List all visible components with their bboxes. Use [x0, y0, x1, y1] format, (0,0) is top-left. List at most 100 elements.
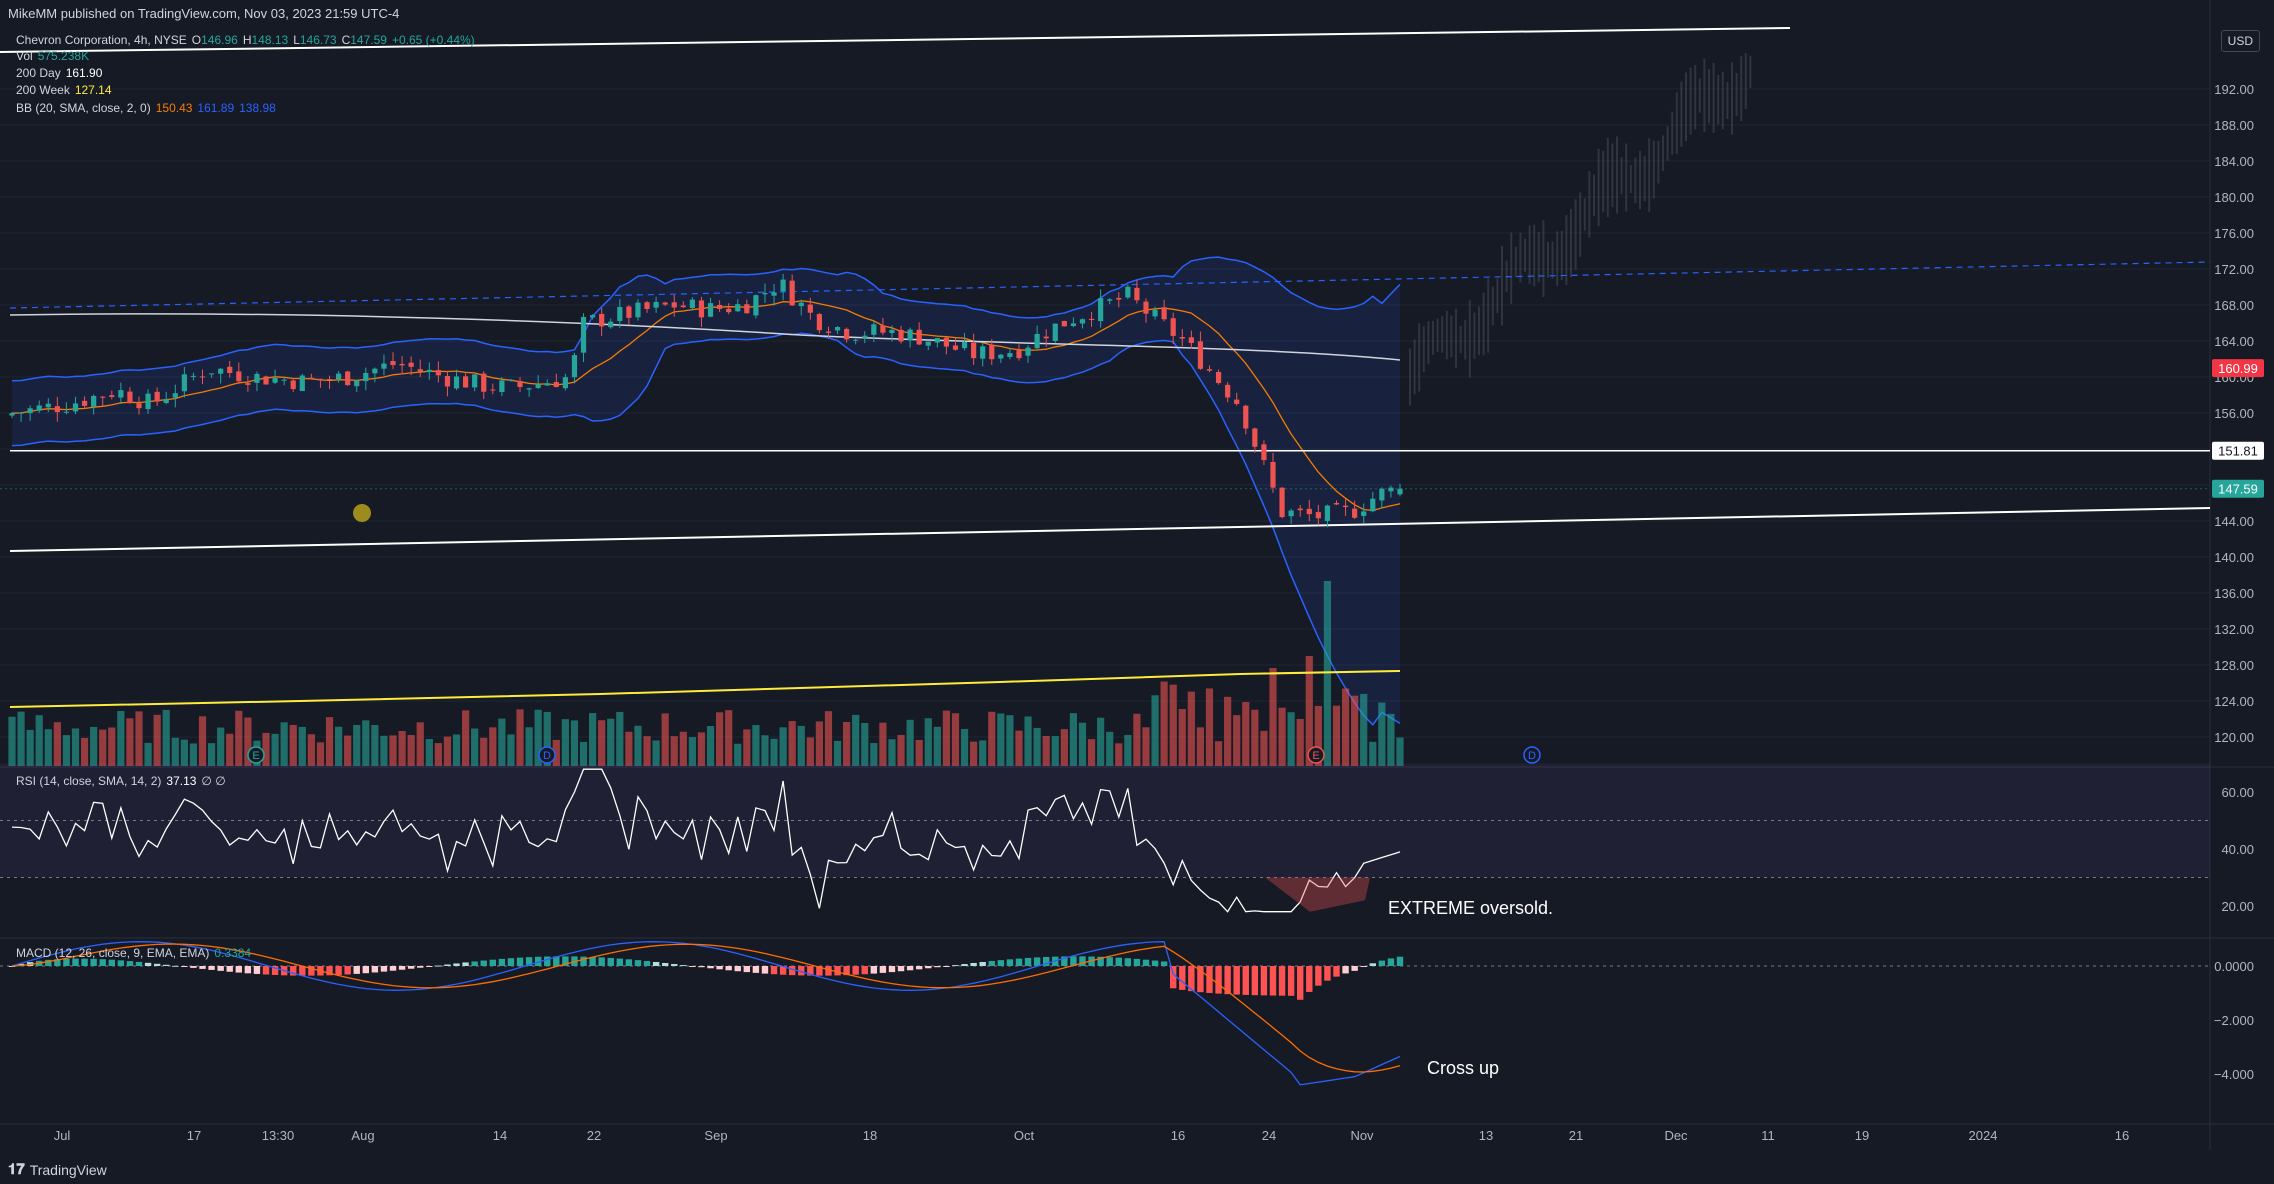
- macd-histogram-bar: [426, 966, 433, 967]
- candle-body: [599, 313, 605, 327]
- macd-histogram-bar: [1278, 966, 1286, 996]
- volume-bar: [960, 728, 969, 766]
- volume-bar: [589, 713, 597, 766]
- ma200-day-line: [9, 313, 1401, 361]
- symbol-title[interactable]: Chevron Corporation, 4h, NYSE: [16, 33, 187, 47]
- volume-bar: [924, 718, 932, 766]
- macd-histogram-bar: [925, 966, 932, 969]
- volume-bar: [344, 735, 352, 766]
- volume-bar: [843, 722, 851, 766]
- volume-bar: [643, 736, 651, 766]
- macd-histogram-bar: [1115, 957, 1122, 966]
- candle-body: [1170, 318, 1176, 336]
- time-axis: Jul 17 13:30 Aug 14 22 Sep 18 Oct 16 24 Nov 13 21 Dec 1…: [54, 1128, 2130, 1143]
- volume-bar: [661, 713, 669, 766]
- candle-body: [998, 354, 1004, 359]
- price-tick-label: 144.00: [2214, 514, 2254, 529]
- volume-bar: [171, 737, 179, 766]
- macd-histogram-bar: [788, 966, 796, 976]
- macd-histogram-bar: [1061, 956, 1068, 966]
- macd-histogram-bar: [126, 961, 134, 966]
- candle-body: [136, 403, 142, 409]
- candle-body: [81, 400, 88, 406]
- candle-body: [308, 377, 314, 379]
- volume-bar: [861, 722, 869, 766]
- volume-bar: [1278, 707, 1286, 766]
- macd-histogram-bar: [770, 966, 778, 975]
- candle-body: [63, 411, 70, 413]
- currency-button[interactable]: USD: [2220, 30, 2260, 52]
- volume-bar: [833, 740, 842, 766]
- macd-histogram-bar: [952, 965, 959, 967]
- volume-bar: [389, 735, 397, 766]
- macd-histogram-bar: [1033, 957, 1041, 966]
- candle-body: [1324, 505, 1331, 521]
- candle-body: [1215, 371, 1222, 384]
- candle-body: [744, 304, 750, 314]
- price-tick-label: 156.00: [2214, 406, 2254, 421]
- candle-body: [1370, 498, 1376, 512]
- volume-bar: [8, 716, 16, 766]
- macd-line: [11, 941, 1401, 1086]
- macd-histogram-bar: [308, 966, 315, 976]
- candle-body: [971, 342, 977, 359]
- candle-body: [834, 327, 841, 331]
- volume-bar: [625, 731, 633, 766]
- macd-tick-label: 0.0000: [2214, 959, 2254, 974]
- price-tick-label: 140.00: [2214, 550, 2254, 565]
- candle-body: [372, 368, 378, 374]
- macd-histogram-bar: [671, 964, 678, 966]
- candle-body: [1261, 444, 1267, 461]
- volume-bar: [1178, 709, 1186, 766]
- macd-histogram-bar: [362, 966, 370, 974]
- volume-bar: [543, 711, 551, 766]
- candle-body: [762, 293, 768, 295]
- symbol-legend: Chevron Corporation, 4h, NYSE O146.96 H148…: [16, 33, 475, 47]
- macd-histogram-bar: [1378, 960, 1386, 966]
- volume-ma-line: [9, 670, 1401, 708]
- volume-bar: [434, 743, 442, 766]
- trend-lines[interactable]: [0, 27, 2211, 552]
- macd-histogram-bar: [1387, 958, 1395, 966]
- macd-histogram-bar: [779, 966, 787, 975]
- macd-histogram-bar: [480, 960, 487, 966]
- resistance-price-label-box: [2212, 441, 2264, 460]
- macd-pane: [0, 941, 2210, 1086]
- candle-body: [1315, 512, 1321, 519]
- volume-bar: [452, 734, 461, 766]
- candle-body: [472, 374, 478, 388]
- macd-histogram-bar: [1351, 966, 1358, 971]
- volume-bar: [616, 711, 624, 766]
- candle-body: [272, 378, 278, 383]
- volume-bar: [144, 742, 152, 766]
- candle-body: [735, 304, 741, 312]
- macd-histogram-bar: [1024, 957, 1032, 966]
- volume-bar: [1314, 705, 1322, 766]
- last-price-label: 147.59: [2218, 482, 2258, 497]
- macd-legend: MACD (12, 26, close, 9, EMA, EMA) 0.3384: [16, 946, 252, 960]
- macd-histogram-bar: [489, 959, 497, 966]
- time-tick-label: 24: [1262, 1128, 1276, 1143]
- macd-histogram-bar: [906, 966, 914, 971]
- volume-bar: [933, 726, 941, 766]
- candle-body: [72, 403, 79, 412]
- time-tick-label: Aug: [351, 1128, 374, 1143]
- macd-histogram-bar: [616, 958, 624, 966]
- footer-brand: 𝟏𝟕 TradingView: [8, 1161, 107, 1178]
- volume-bar: [525, 727, 533, 766]
- last-price-label-box: [2212, 479, 2264, 498]
- macd-histogram-bar: [534, 956, 542, 966]
- candle-body: [1225, 384, 1231, 398]
- macd-histogram-bar: [1224, 966, 1231, 995]
- macd-histogram-bar: [544, 956, 551, 966]
- candle-body: [726, 308, 732, 313]
- volume-bar: [1051, 736, 1059, 766]
- dividend-marker-circle: [1523, 746, 1541, 764]
- candle-body: [27, 408, 33, 414]
- candle-body: [952, 345, 959, 350]
- macd-histogram-bar: [271, 966, 279, 975]
- rsi-tick-label: 40.00: [2221, 842, 2254, 857]
- volume-bar: [135, 711, 143, 766]
